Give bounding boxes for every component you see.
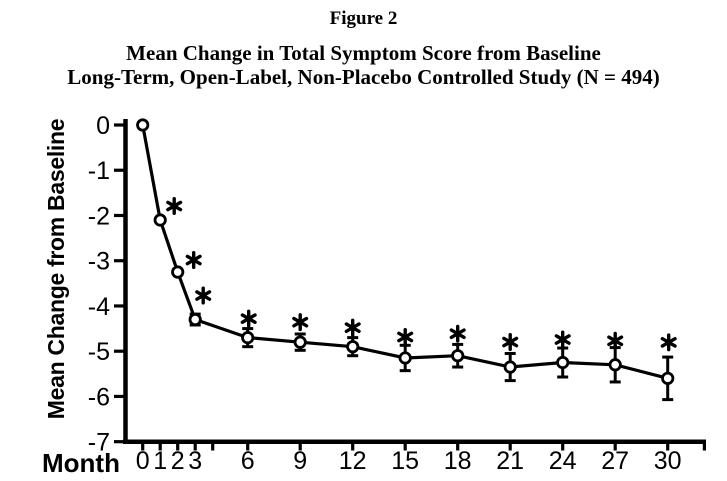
asterisk-arm xyxy=(344,322,361,334)
y-tick-label: -1 xyxy=(88,157,110,185)
asterisk-arm xyxy=(607,335,624,347)
data-point-month-0 xyxy=(136,118,150,132)
figure-label: Figure 2 xyxy=(329,8,398,29)
significance-asterisk-month-1 xyxy=(166,197,183,216)
data-point-month-15 xyxy=(398,351,412,365)
asterisk-arm xyxy=(240,313,257,324)
significance-asterisk-month-9 xyxy=(292,313,309,332)
data-point-month-2 xyxy=(171,265,185,279)
significance-asterisk-month-18 xyxy=(449,324,466,343)
asterisk-arm xyxy=(166,200,183,212)
x-tick-label: 12 xyxy=(339,447,367,475)
asterisk-arm xyxy=(185,254,202,266)
y-tick-label: 0 xyxy=(96,112,110,140)
y-tick-label: -2 xyxy=(88,202,110,230)
data-point-month-1 xyxy=(153,213,167,227)
data-point-month-21 xyxy=(503,360,517,374)
data-point-month-3 xyxy=(188,312,202,327)
asterisk-arm xyxy=(195,290,212,301)
y-tick-label: -3 xyxy=(88,248,110,276)
x-tick-label: 1 xyxy=(153,447,167,475)
data-point-month-9 xyxy=(293,335,307,349)
figure-title-line2: Long-Term, Open-Label, Non-Placebo Contr… xyxy=(67,65,660,89)
y-tick-label: -5 xyxy=(88,338,110,366)
x-tick-label: 6 xyxy=(241,447,255,475)
x-tick-label: 24 xyxy=(549,447,577,475)
data-point-month-30 xyxy=(661,371,675,385)
x-tick-label: 2 xyxy=(171,447,185,475)
data-point-month-24 xyxy=(556,355,570,370)
data-point-month-6 xyxy=(241,331,255,345)
x-tick-label: 18 xyxy=(444,447,472,475)
data-point-month-18 xyxy=(451,349,465,363)
significance-asterisk-month-30 xyxy=(660,333,677,352)
significance-asterisk-month-27 xyxy=(607,331,624,350)
y-tick-label: -6 xyxy=(88,383,110,411)
asterisk-arm xyxy=(660,336,677,348)
y-tick-label: -7 xyxy=(88,429,110,457)
x-tick-label: 9 xyxy=(293,447,307,475)
significance-asterisk-month-6 xyxy=(240,309,257,328)
significance-asterisk-month-24 xyxy=(554,330,571,349)
asterisk-arm xyxy=(292,316,309,328)
x-tick-label: 30 xyxy=(654,447,682,475)
significance-asterisk-month-21 xyxy=(502,333,519,352)
asterisk-arm xyxy=(397,331,414,343)
x-axis-label: Month xyxy=(42,448,120,478)
asterisk-arm xyxy=(449,328,466,340)
significance-asterisk-month-2 xyxy=(185,251,202,270)
significance-asterisk-month-12 xyxy=(344,318,361,337)
significance-asterisk-month-3 xyxy=(195,286,212,305)
x-tick-label: 3 xyxy=(188,447,202,475)
x-tick-label: 27 xyxy=(601,447,629,475)
figure-title-line1: Mean Change in Total Symptom Score from … xyxy=(126,41,601,65)
asterisk-arm xyxy=(554,334,571,345)
x-tick-label: 0 xyxy=(136,447,150,475)
data-point-month-12 xyxy=(346,340,360,354)
significance-asterisk-month-15 xyxy=(397,327,414,346)
asterisk-arm xyxy=(502,336,519,348)
data-point-month-27 xyxy=(608,358,622,372)
y-tick-label: -4 xyxy=(88,293,110,321)
x-tick-label: 15 xyxy=(391,447,419,475)
x-tick-label: 21 xyxy=(496,447,524,475)
